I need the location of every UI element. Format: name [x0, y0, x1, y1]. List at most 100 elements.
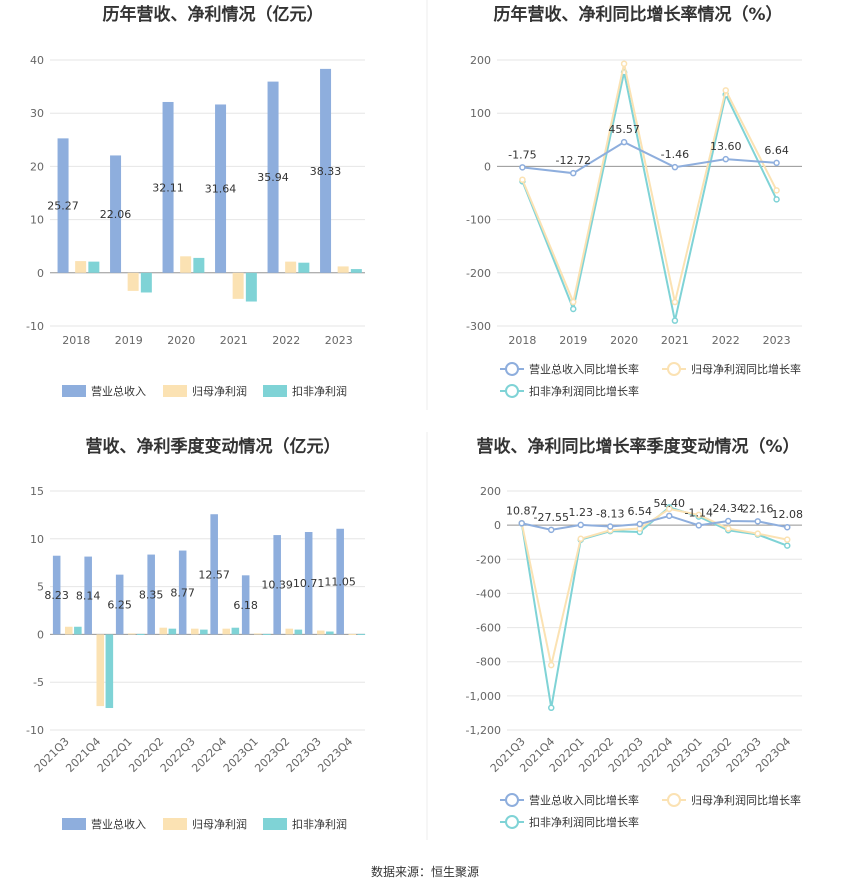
series-point-2	[784, 536, 791, 543]
bar-1	[178, 550, 187, 635]
series-line-1	[522, 141, 777, 175]
data-label: 13.60	[710, 140, 742, 153]
bar-2	[316, 630, 325, 635]
data-label: 24.34	[713, 502, 745, 515]
series-point-1	[519, 164, 526, 171]
y-tick-label: 0	[37, 628, 44, 641]
bar-2	[180, 256, 192, 273]
x-tick-label: 2020	[167, 334, 195, 347]
data-label: 8.35	[139, 588, 164, 601]
chart-3: 营收、净利季度变动情况（亿元）151050-5-102021Q32021Q420…	[26, 436, 366, 831]
data-label: 10.87	[506, 504, 538, 517]
bar-1	[320, 68, 332, 273]
chart-4: 营收、净利同比增长率季度变动情况（%） 200 0 -200 -400 -600 -800 -…	[466, 436, 803, 829]
data-label: 10.39	[261, 579, 293, 592]
series-point-2	[620, 60, 628, 67]
data-label: -1.14	[685, 506, 713, 519]
legend-marker	[505, 362, 519, 376]
bar-3	[298, 262, 310, 273]
bar-1	[210, 514, 218, 635]
series-point-3	[671, 317, 679, 324]
bar-1	[267, 81, 279, 273]
bar-3	[263, 633, 271, 635]
legend-marker	[667, 793, 681, 807]
data-label: 6.54	[628, 505, 653, 518]
data-label: 22.06	[100, 208, 132, 221]
data-label: 1.23	[569, 506, 594, 519]
legend-label: 营业总收入同比增长率	[529, 793, 639, 807]
x-tick-label: 2022	[712, 334, 740, 347]
legend-label: 归母净利润	[192, 384, 247, 398]
bar-2	[159, 627, 168, 635]
bar-2	[285, 261, 297, 273]
data-label: 25.27	[47, 200, 79, 213]
data-label: 6.18	[233, 599, 258, 612]
series-line-2	[520, 507, 788, 666]
bar-1	[273, 535, 281, 635]
y-tick-label: 200	[480, 485, 501, 498]
data-label: -27.55	[534, 511, 569, 524]
series-point-2	[548, 661, 555, 669]
x-tick-label: 2022	[272, 334, 300, 347]
series-point-1	[722, 155, 729, 163]
data-label: -1.75	[508, 148, 536, 161]
series-point-1	[754, 518, 761, 525]
y-tick-label: -200	[476, 553, 501, 566]
x-tick-label: 2021	[220, 334, 248, 347]
series-point-3	[784, 542, 791, 549]
legend-label: 营业总收入	[91, 817, 146, 831]
series-point-2	[754, 530, 761, 537]
data-label: 6.64	[764, 144, 789, 157]
chart-title: 营收、净利同比增长率季度变动情况（%）	[476, 436, 799, 457]
legend-label: 营业总收入	[91, 384, 146, 398]
y-tick-label: 5	[37, 581, 44, 594]
x-tick-label: 2019	[115, 334, 143, 347]
legend-swatch	[263, 385, 287, 397]
y-tick-label: 0	[494, 519, 501, 532]
bar-3	[140, 272, 152, 293]
data-label: 22.16	[742, 502, 774, 515]
legend-label: 扣非净利润同比增长率	[529, 384, 639, 398]
series-line-3	[520, 506, 788, 708]
y-tick-label: 40	[30, 54, 44, 67]
legend-swatch	[163, 818, 187, 830]
chart-title: 历年营收、净利同比增长率情况（%）	[493, 4, 782, 25]
y-tick-label: -100	[466, 214, 491, 227]
data-label: 12.57	[198, 568, 230, 581]
y-tick-label: 0	[484, 160, 491, 173]
bar-3	[326, 631, 334, 635]
y-tick-label: 200	[470, 54, 491, 67]
series-point-1	[666, 512, 673, 520]
series-point-2	[570, 298, 577, 306]
y-tick-label: -800	[476, 656, 501, 669]
series-point-1	[695, 522, 702, 529]
bar-1	[304, 532, 313, 635]
series-line-1	[521, 514, 788, 531]
bar-1	[215, 104, 227, 273]
chart-1: 历年营收、净利情况（亿元） 40 30 20 10 0 -10 2018 2019 2020 202…	[26, 4, 365, 398]
series-point-2	[695, 511, 702, 519]
series-point-3	[570, 305, 577, 313]
series-point-1	[636, 520, 643, 528]
legend-label: 扣非净利润	[292, 817, 347, 831]
bar-2	[337, 266, 349, 273]
data-label: 32.11	[152, 181, 184, 194]
bar-2	[285, 628, 294, 635]
series-point-2	[577, 535, 584, 543]
data-label: 8.23	[44, 589, 69, 602]
legend-label: 归母净利润	[192, 817, 247, 831]
bar-2	[64, 626, 73, 635]
x-tick-label: 2023Q4	[315, 735, 355, 775]
bar-3	[357, 633, 366, 635]
legend-swatch	[62, 385, 86, 397]
y-tick-label: -10	[26, 320, 44, 333]
bar-1	[162, 101, 174, 273]
y-tick-label: 20	[30, 160, 44, 173]
bar-2	[96, 634, 105, 707]
bar-3	[137, 633, 145, 635]
series-point-2	[725, 525, 732, 532]
chart-title: 营收、净利季度变动情况（亿元）	[86, 436, 341, 457]
series-point-2	[722, 87, 729, 94]
